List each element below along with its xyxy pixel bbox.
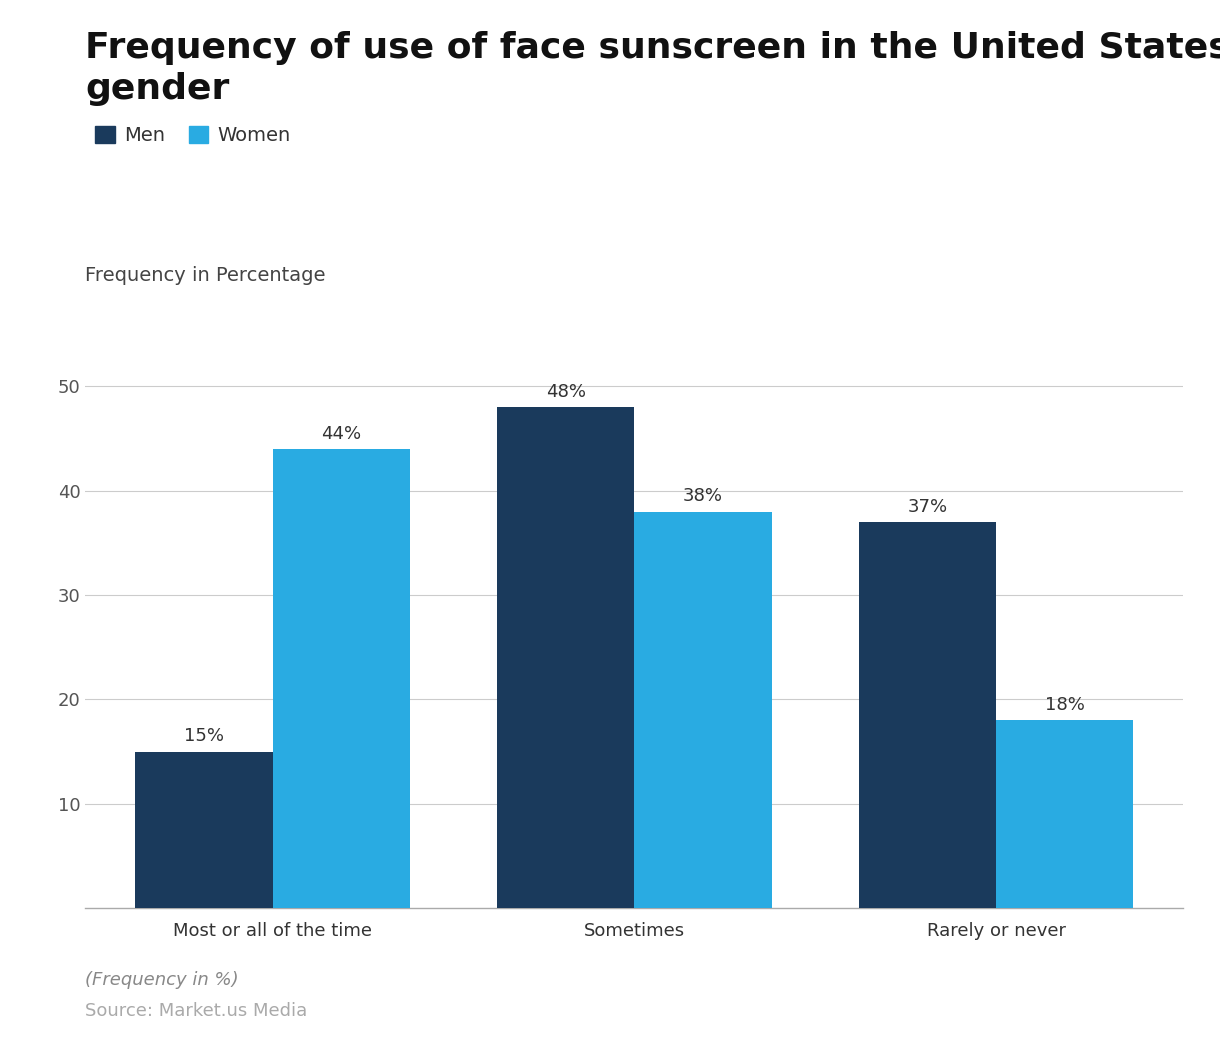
Bar <box>497 407 634 908</box>
Bar <box>135 752 273 908</box>
Bar <box>859 522 996 908</box>
Text: Source: Market.us Media: Source: Market.us Media <box>85 1002 307 1020</box>
Bar <box>634 512 772 908</box>
Bar <box>273 449 410 908</box>
Text: 44%: 44% <box>321 425 361 443</box>
Text: 37%: 37% <box>908 498 948 516</box>
Text: Frequency of use of face sunscreen in the United States, by
gender: Frequency of use of face sunscreen in th… <box>85 31 1220 106</box>
Text: 48%: 48% <box>545 383 586 401</box>
Text: Frequency in Percentage: Frequency in Percentage <box>85 266 326 285</box>
Text: (Frequency in %): (Frequency in %) <box>85 971 239 989</box>
Text: 15%: 15% <box>184 728 224 745</box>
Text: 38%: 38% <box>683 488 723 505</box>
Legend: Men, Women: Men, Women <box>95 125 292 145</box>
Bar <box>996 720 1133 908</box>
Text: 18%: 18% <box>1044 696 1085 714</box>
